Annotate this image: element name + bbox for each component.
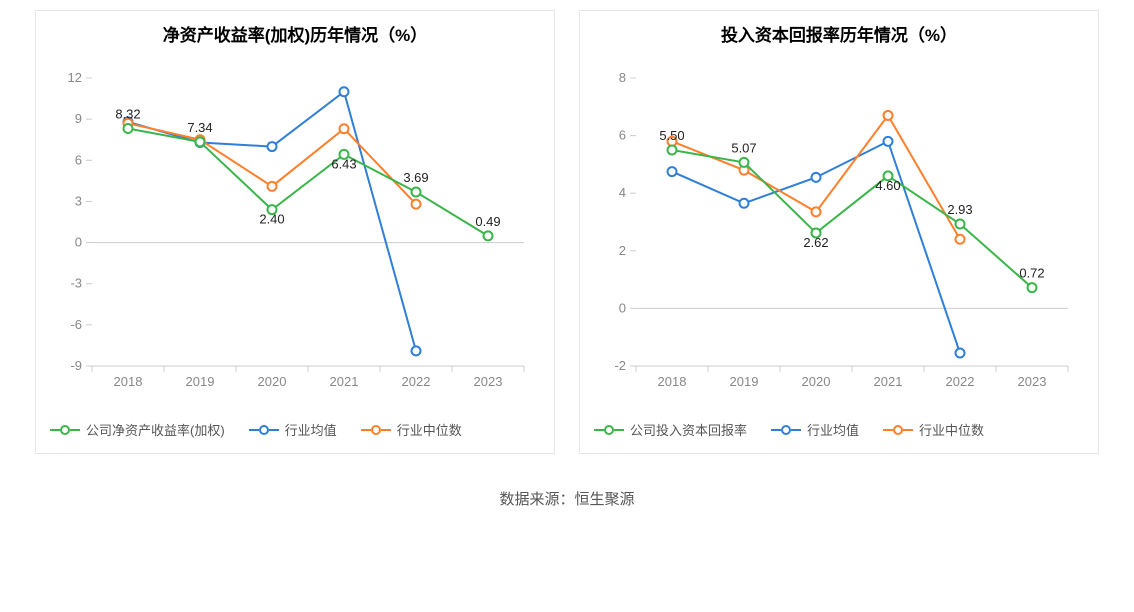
svg-text:2022: 2022	[946, 374, 975, 389]
svg-text:8.32: 8.32	[115, 106, 140, 121]
svg-text:2: 2	[619, 243, 626, 258]
legend-label: 公司投入资本回报率	[630, 420, 747, 439]
svg-text:5.07: 5.07	[731, 140, 756, 155]
svg-text:2019: 2019	[730, 374, 759, 389]
legend-marker-icon	[893, 425, 903, 435]
svg-text:0.72: 0.72	[1019, 266, 1044, 281]
legend-line-icon	[361, 429, 371, 431]
svg-text:0: 0	[619, 300, 626, 315]
svg-text:3.69: 3.69	[403, 170, 428, 185]
svg-text:-6: -6	[70, 317, 82, 332]
svg-text:2021: 2021	[874, 374, 903, 389]
legend-item-industry-median: 行业中位数	[883, 420, 984, 439]
svg-text:12: 12	[68, 70, 82, 85]
legend-swatch	[883, 425, 913, 435]
legend-item-industry-median: 行业中位数	[361, 420, 462, 439]
legend-swatch	[594, 425, 624, 435]
legend-swatch	[50, 425, 80, 435]
svg-text:2021: 2021	[330, 374, 359, 389]
svg-text:-3: -3	[70, 276, 82, 291]
svg-text:3: 3	[75, 193, 82, 208]
svg-text:-2: -2	[614, 358, 626, 373]
svg-text:9: 9	[75, 111, 82, 126]
chart-panel-roic: 投入资本回报率历年情况（%） -2 0 2 4 6 8 2018 2019 2020 2021 20…	[579, 10, 1099, 454]
legend-line-icon	[381, 429, 391, 431]
chart-title: 净资产收益率(加权)历年情况（%）	[50, 21, 540, 46]
svg-text:7.34: 7.34	[187, 120, 212, 135]
legend-swatch	[361, 425, 391, 435]
svg-text:6: 6	[619, 128, 626, 143]
legend-line-icon	[70, 429, 80, 431]
svg-text:0: 0	[75, 235, 82, 250]
chart-svg: -9 -6 -3 0 3 6 9 12 2018 2019 2020 2021 2022 2023 8.32…	[50, 54, 540, 394]
svg-text:2023: 2023	[1018, 374, 1047, 389]
chart-legend: 公司净资产收益率(加权) 行业均值 行业中位	[50, 420, 540, 439]
legend-item-industry-mean: 行业均值	[771, 420, 859, 439]
svg-text:2020: 2020	[258, 374, 287, 389]
svg-text:2018: 2018	[658, 374, 687, 389]
legend-line-icon	[269, 429, 279, 431]
legend-marker-icon	[259, 425, 269, 435]
charts-row: 净资产收益率(加权)历年情况（%） -9-6-30369122018201920…	[5, 0, 1129, 454]
svg-text:2019: 2019	[186, 374, 215, 389]
charts-wrapper: 净资产收益率(加权)历年情况（%） -9-6-30369122018201920…	[0, 0, 1134, 509]
legend-line-icon	[883, 429, 893, 431]
legend-marker-icon	[781, 425, 791, 435]
svg-text:5.50: 5.50	[659, 128, 684, 143]
legend-line-icon	[614, 429, 624, 431]
legend-line-icon	[771, 429, 781, 431]
legend-item-industry-mean: 行业均值	[249, 420, 337, 439]
legend-marker-icon	[371, 425, 381, 435]
svg-text:6: 6	[75, 152, 82, 167]
svg-text:2023: 2023	[474, 374, 503, 389]
chart-svg: -2 0 2 4 6 8 2018 2019 2020 2021 2022 2023 5.50 5.07 2…	[594, 54, 1084, 394]
legend-item-company: 公司净资产收益率(加权)	[50, 420, 225, 439]
legend-line-icon	[50, 429, 60, 431]
legend-label: 行业中位数	[919, 420, 984, 439]
chart-plot-roic: -2 0 2 4 6 8 2018 2019 2020 2021 2022 2023 5.50 5.07 2…	[594, 54, 1084, 394]
legend-label: 行业均值	[285, 420, 337, 439]
legend-label: 行业中位数	[397, 420, 462, 439]
svg-text:2018: 2018	[114, 374, 143, 389]
svg-text:2022: 2022	[402, 374, 431, 389]
legend-line-icon	[903, 429, 913, 431]
svg-text:4: 4	[619, 185, 626, 200]
legend-marker-icon	[60, 425, 70, 435]
svg-text:6.43: 6.43	[331, 156, 356, 171]
legend-swatch	[249, 425, 279, 435]
svg-text:8: 8	[619, 70, 626, 85]
chart-legend: 公司投入资本回报率 行业均值 行业中位数	[594, 420, 1084, 439]
legend-label: 行业均值	[807, 420, 859, 439]
svg-text:2.40: 2.40	[259, 212, 284, 227]
svg-text:2020: 2020	[802, 374, 831, 389]
svg-text:2.62: 2.62	[803, 235, 828, 250]
legend-swatch	[771, 425, 801, 435]
legend-line-icon	[594, 429, 604, 431]
legend-marker-icon	[604, 425, 614, 435]
legend-label: 公司净资产收益率(加权)	[86, 420, 225, 439]
chart-plot-roe: -9 -6 -3 0 3 6 9 12 2018 2019 2020 2021 2022 2023 8.32…	[50, 54, 540, 394]
svg-text:4.60: 4.60	[875, 178, 900, 193]
legend-item-company: 公司投入资本回报率	[594, 420, 747, 439]
svg-text:0.49: 0.49	[475, 214, 500, 229]
chart-title: 投入资本回报率历年情况（%）	[594, 21, 1084, 46]
data-source-label: 数据来源：恒生聚源	[499, 488, 634, 509]
svg-text:2.93: 2.93	[947, 202, 972, 217]
chart-panel-roe: 净资产收益率(加权)历年情况（%） -9 -6 -3 0 3 6 9 12 2018 2019 20…	[35, 10, 555, 454]
legend-line-icon	[791, 429, 801, 431]
legend-line-icon	[249, 429, 259, 431]
svg-text:-9: -9	[70, 358, 82, 373]
